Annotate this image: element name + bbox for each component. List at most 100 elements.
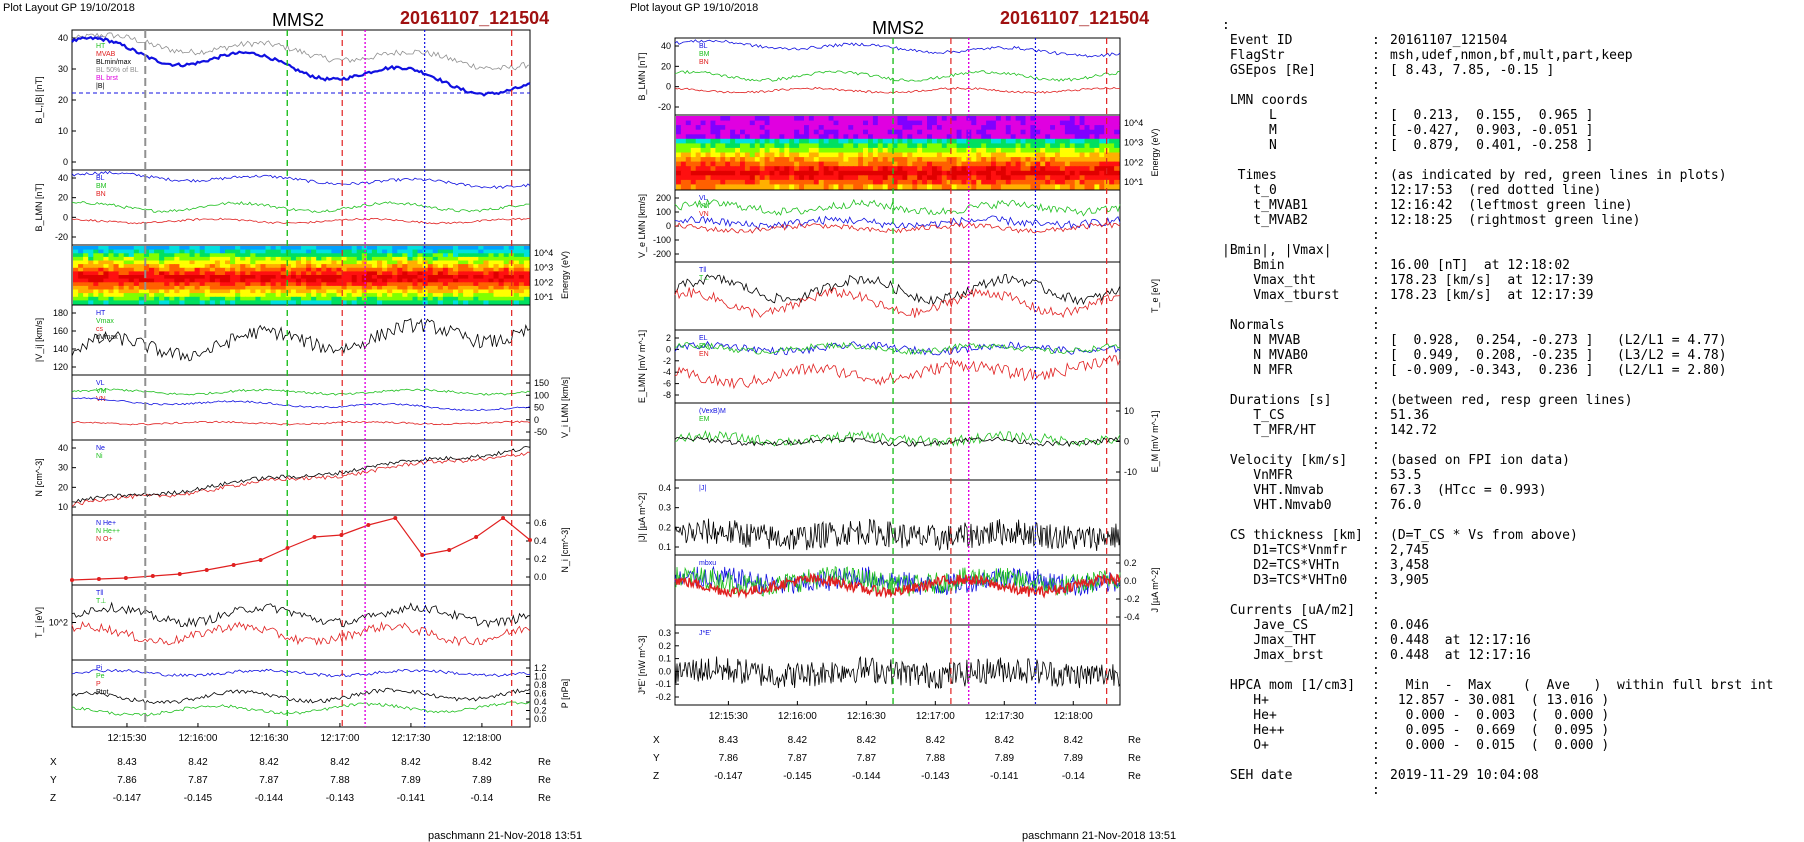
info-row: : xyxy=(1222,663,1800,678)
info-row: T_MFR/HT:142.72 xyxy=(1222,423,1800,438)
y-tick-label: 0.4 xyxy=(534,536,547,546)
info-separator: : xyxy=(1372,303,1380,318)
y-tick-label: -20 xyxy=(55,232,68,242)
info-value: 178.23 [km/s] at 12:17:39 xyxy=(1390,288,1594,303)
legend-entry: VL xyxy=(699,195,708,202)
series-bm xyxy=(674,70,1121,82)
info-value: 67.3 (HTcc = 0.993) xyxy=(1390,483,1547,498)
series-te-perp xyxy=(674,287,1121,319)
he-pp-point xyxy=(312,535,317,539)
y-tick-label: 100 xyxy=(656,207,671,217)
info-key: VHT.Nmvab0 xyxy=(1222,498,1332,513)
legend-entry: |B| xyxy=(96,83,104,90)
legend-entry: T‖ xyxy=(699,267,706,274)
pos-value: 8.42 xyxy=(330,757,350,768)
y-tick-label: 0.2 xyxy=(658,641,671,651)
legend-entry: BM xyxy=(699,51,710,58)
pos-value: -0.145 xyxy=(184,793,213,804)
info-row: N MFR: [ -0.909, -0.343, 0.236 ] (L2/L1 =… xyxy=(1222,363,1800,378)
pos-unit: Re xyxy=(538,757,551,768)
legend-entry: BL brst xyxy=(96,75,118,82)
panel-ylabel: J [µA m^-2] xyxy=(1150,568,1160,613)
series-pe xyxy=(71,701,531,717)
info-separator: : xyxy=(1372,573,1380,588)
info-row: He+: 0.000 - 0.003 ( 0.000 ) xyxy=(1222,708,1800,723)
info-value: 12:17:53 (red dotted line) xyxy=(1390,183,1602,198)
left-layout-label: Plot Layout GP 19/10/2018 xyxy=(3,2,135,14)
info-row: : xyxy=(1222,228,1800,243)
y-tick-label: -50 xyxy=(534,427,547,437)
panel-ylabel: |J| [µA m^-2] xyxy=(637,493,647,543)
info-row: : xyxy=(1222,153,1800,168)
panel-frame-velmn xyxy=(674,189,1121,263)
info-separator: : xyxy=(1372,783,1380,798)
legend-entry: Ni xyxy=(96,453,103,460)
y-tick-label: 0 xyxy=(1124,437,1129,447)
legend-entry: EN xyxy=(699,351,709,358)
info-key: GSEpos [Re] xyxy=(1222,63,1316,78)
info-separator: : xyxy=(1372,318,1380,333)
info-row: : xyxy=(1222,753,1800,768)
series-vem xyxy=(674,215,1121,231)
info-key: Vmax_tht xyxy=(1222,273,1316,288)
info-key: t_MVAB1 xyxy=(1222,198,1309,213)
series-ne xyxy=(71,451,531,507)
legend-entry: N O+ xyxy=(96,536,113,543)
info-separator: : xyxy=(1372,138,1380,153)
info-value: [ 0.213, 0.155, 0.965 ] xyxy=(1390,108,1594,123)
y-tick-label: -0.4 xyxy=(1124,612,1140,622)
series-ven xyxy=(674,221,1121,234)
info-key: SEH date xyxy=(1222,768,1293,783)
info-value: (as indicated by red, green lines in plo… xyxy=(1390,168,1727,183)
x-tick-label: 12:16:30 xyxy=(847,711,886,722)
he-pp-point xyxy=(70,578,74,582)
pos-row-label: Z xyxy=(653,771,659,782)
info-separator: : xyxy=(1372,633,1380,648)
pos-value: -0.14 xyxy=(471,793,494,804)
pos-value: 8.42 xyxy=(1064,735,1084,746)
info-row: : xyxy=(1222,783,1800,798)
series-t-perp xyxy=(71,621,531,647)
pos-value: -0.143 xyxy=(921,771,950,782)
y-tick-label: -10 xyxy=(1124,467,1137,477)
info-value: 0.448 at 12:17:16 xyxy=(1390,633,1531,648)
y-tick-label: 20 xyxy=(58,193,68,203)
pos-value: 7.87 xyxy=(259,775,279,786)
info-key: HPCA mom [1/cm3] xyxy=(1222,678,1356,693)
info-value: [ 0.879, 0.401, -0.258 ] xyxy=(1390,138,1594,153)
info-key: Jmax_THT xyxy=(1222,633,1316,648)
y-tick-label: 0 xyxy=(666,344,671,354)
panel-frame-elmn xyxy=(674,329,1121,404)
info-separator: : xyxy=(1372,378,1380,393)
panel-frame-vilmn xyxy=(71,374,531,441)
info-separator: : xyxy=(1372,288,1380,303)
info-row: M: [ -0.427, 0.903, -0.051 ] xyxy=(1222,123,1800,138)
legend-entry: BL xyxy=(96,175,105,182)
info-separator: : xyxy=(1372,168,1380,183)
info-row: HPCA mom [1/cm3]: Min - Max ( Ave ) with… xyxy=(1222,678,1800,693)
he-pp-point xyxy=(393,516,398,520)
info-key: VHT.Nmvab xyxy=(1222,483,1324,498)
info-separator: : xyxy=(1372,693,1380,708)
info-row: : xyxy=(1222,438,1800,453)
info-key xyxy=(1222,228,1372,243)
y-tick-label: 10^2 xyxy=(1124,157,1143,167)
info-key: D3=TCS*VHTn0 xyxy=(1222,573,1348,588)
info-row: VHT.Nmvab:67.3 (HTcc = 0.993) xyxy=(1222,483,1800,498)
info-key xyxy=(1222,153,1372,168)
info-value: (between red, resp green lines) xyxy=(1390,393,1633,408)
panel-frame-nhpca xyxy=(71,514,531,586)
info-key: D2=TCS*VHTn xyxy=(1222,558,1340,573)
series-vn xyxy=(71,420,531,426)
series-el xyxy=(674,340,1121,356)
info-value: 2,745 xyxy=(1390,543,1430,558)
he-pp-point xyxy=(528,538,532,542)
y-tick-label: 50 xyxy=(534,403,544,413)
panel-frame-ti xyxy=(71,584,531,661)
legend-entry: VL xyxy=(96,380,105,387)
info-separator: : xyxy=(1372,273,1380,288)
info-value: 0.448 at 12:17:16 xyxy=(1390,648,1531,663)
legend-entry: N He+ xyxy=(96,520,116,527)
info-separator: : xyxy=(1372,408,1380,423)
y-tick-label: 0.0 xyxy=(658,666,671,676)
